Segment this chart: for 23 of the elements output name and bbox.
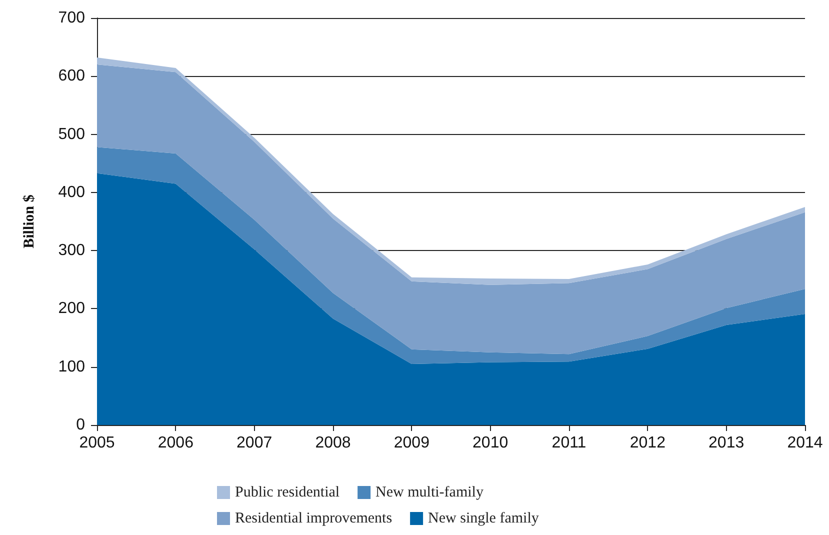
x-tick-label: 2005	[79, 434, 115, 452]
legend-label: Residential improvements	[235, 510, 392, 526]
legend-label: New multi-family	[376, 484, 484, 500]
x-tick-label: 2010	[472, 434, 508, 452]
y-tick-label: 700	[58, 10, 86, 26]
x-tick-label: 2013	[708, 434, 744, 452]
x-tick-label: 2006	[158, 434, 194, 452]
legend-label: Public residential	[235, 484, 340, 500]
y-tick-label: 400	[58, 184, 86, 201]
y-tick-label: 200	[58, 300, 86, 318]
y-tick-label: 100	[58, 358, 86, 376]
x-tick-label: 2012	[630, 434, 666, 452]
x-tick-label: 2014	[787, 434, 823, 452]
legend-label: New single family	[428, 510, 540, 526]
x-tick-label: 2008	[315, 434, 351, 452]
y-tick-label: 0	[76, 416, 86, 434]
y-tick-label: 600	[58, 68, 86, 85]
y-tick-label: 300	[58, 242, 86, 260]
x-tick-label: 2009	[394, 434, 430, 452]
y-tick-label: 500	[58, 126, 86, 143]
x-tick-label: 2007	[236, 434, 272, 452]
y-axis-title: Billion $	[22, 194, 38, 248]
x-tick-label: 2011	[552, 434, 586, 452]
